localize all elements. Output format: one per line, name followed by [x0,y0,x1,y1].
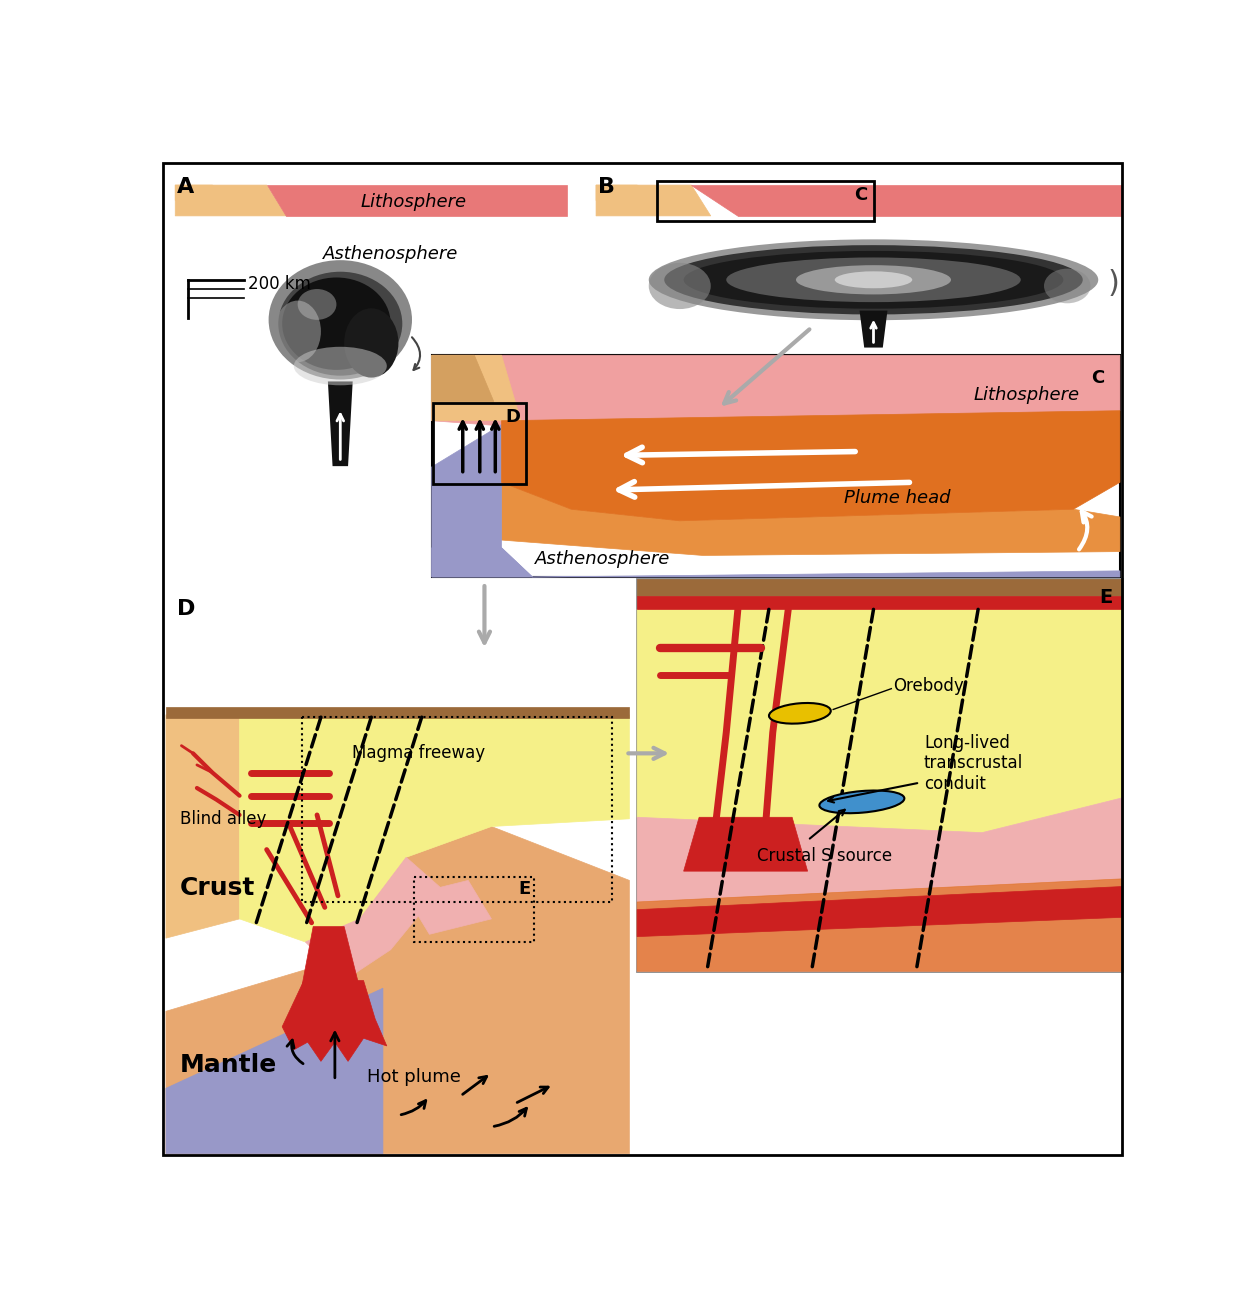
Text: Magma freeway: Magma freeway [352,744,485,762]
Bar [434,403,526,484]
Polygon shape [692,185,1121,215]
Polygon shape [328,381,352,466]
Text: E: E [1099,587,1113,607]
Text: Plume head: Plume head [843,488,950,506]
Ellipse shape [664,245,1083,315]
Text: Crust: Crust [180,876,256,900]
Ellipse shape [819,791,905,813]
Polygon shape [637,878,1121,971]
Polygon shape [282,980,387,1061]
Text: E: E [517,881,530,898]
Polygon shape [165,715,239,938]
Text: Hot plume: Hot plume [367,1067,461,1086]
Polygon shape [637,578,1121,595]
Polygon shape [432,424,533,577]
Polygon shape [637,886,1121,937]
Text: Long-lived
transcrustal
conduit: Long-lived transcrustal conduit [923,733,1024,793]
Text: Asthenosphere: Asthenosphere [535,551,670,568]
Polygon shape [165,587,629,1154]
Ellipse shape [769,703,831,724]
Text: Lithosphere: Lithosphere [361,193,467,211]
Polygon shape [165,707,629,718]
Text: C: C [855,185,867,204]
Polygon shape [406,881,491,934]
Polygon shape [432,355,521,420]
Text: Crustal S source: Crustal S source [757,847,892,865]
Ellipse shape [796,265,951,295]
Polygon shape [165,988,383,1154]
Text: Lithosphere: Lithosphere [974,386,1080,405]
Polygon shape [596,185,710,215]
Text: C: C [1091,369,1104,388]
Polygon shape [596,185,657,201]
Ellipse shape [274,300,321,363]
Ellipse shape [1044,269,1090,303]
Ellipse shape [282,278,391,369]
Polygon shape [501,483,1120,556]
Ellipse shape [834,271,912,288]
Ellipse shape [727,257,1021,303]
Text: B: B [598,176,615,197]
Text: Asthenosphere: Asthenosphere [323,245,459,264]
Polygon shape [637,799,1121,971]
Ellipse shape [345,308,398,377]
Polygon shape [432,355,1120,432]
Polygon shape [239,715,629,942]
Polygon shape [165,826,629,1154]
Polygon shape [860,311,887,347]
Ellipse shape [268,260,412,380]
Text: Mantle: Mantle [180,1053,277,1077]
Polygon shape [267,185,568,215]
Polygon shape [684,817,808,872]
Bar [302,718,611,902]
Polygon shape [306,857,441,980]
Bar [413,877,534,942]
Ellipse shape [278,271,402,376]
Polygon shape [637,609,1121,833]
Text: Orebody: Orebody [893,677,964,696]
Polygon shape [302,927,360,988]
Text: D: D [177,599,195,619]
Bar [657,181,873,222]
Polygon shape [432,355,494,402]
Polygon shape [501,411,1120,521]
Ellipse shape [293,347,387,385]
Text: ): ) [1108,269,1119,298]
Polygon shape [432,548,1120,577]
Polygon shape [432,355,1120,577]
Ellipse shape [298,288,336,320]
Polygon shape [637,578,1121,971]
Ellipse shape [684,251,1064,309]
Text: D: D [505,408,520,427]
Polygon shape [175,185,228,201]
Ellipse shape [649,262,710,309]
Polygon shape [175,185,286,215]
Polygon shape [637,595,1121,609]
Ellipse shape [649,239,1098,320]
Text: 200 km: 200 km [248,274,311,292]
Text: A: A [177,176,194,197]
Text: Blind alley: Blind alley [180,810,266,827]
